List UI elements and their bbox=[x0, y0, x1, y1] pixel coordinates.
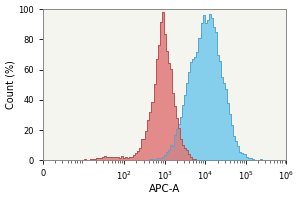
X-axis label: APC-A: APC-A bbox=[149, 184, 181, 194]
Y-axis label: Count (%): Count (%) bbox=[6, 60, 16, 109]
